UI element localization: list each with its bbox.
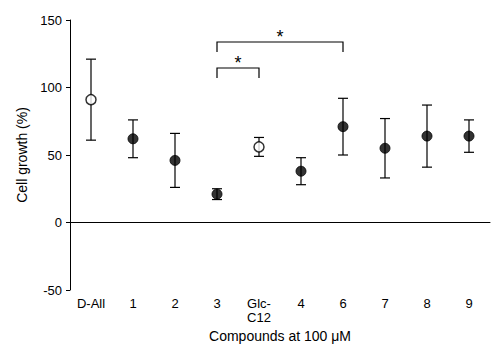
- svg-text:8: 8: [423, 296, 430, 311]
- svg-text:-50: -50: [43, 283, 62, 298]
- svg-text:*: *: [234, 53, 241, 73]
- svg-text:100: 100: [40, 80, 62, 95]
- svg-text:0: 0: [55, 215, 62, 230]
- svg-text:Compounds at 100 μM: Compounds at 100 μM: [209, 328, 351, 344]
- svg-text:4: 4: [297, 296, 304, 311]
- svg-text:9: 9: [465, 296, 472, 311]
- svg-text:*: *: [276, 27, 283, 47]
- svg-text:7: 7: [381, 296, 388, 311]
- svg-text:2: 2: [171, 296, 178, 311]
- svg-text:C12: C12: [247, 310, 271, 325]
- svg-text:1: 1: [129, 296, 136, 311]
- svg-text:3: 3: [213, 296, 220, 311]
- svg-text:Cell growth (%): Cell growth (%): [14, 107, 30, 203]
- svg-text:150: 150: [40, 13, 62, 28]
- svg-text:D-All: D-All: [77, 296, 105, 311]
- svg-text:50: 50: [48, 148, 62, 163]
- svg-text:Glc-: Glc-: [247, 296, 271, 311]
- svg-text:6: 6: [339, 296, 346, 311]
